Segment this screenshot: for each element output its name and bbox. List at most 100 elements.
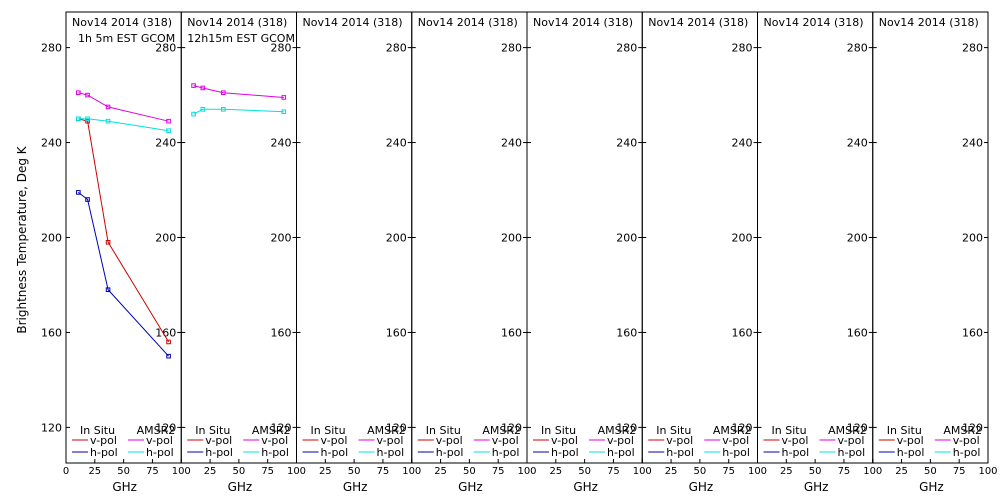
legend-header-amsr2: AMSR2 <box>713 424 752 437</box>
y-tick-label: 120 <box>616 421 637 434</box>
x-axis-label: GHz <box>228 480 253 494</box>
x-axis-label: GHz <box>458 480 483 494</box>
legend-label-insitu-vpol: v-pol <box>666 434 693 447</box>
legend-header-insitu: In Situ <box>772 424 807 437</box>
x-tick-label: 75 <box>838 466 851 477</box>
y-tick-label: 120 <box>271 421 292 434</box>
x-tick-label: 100 <box>172 466 191 477</box>
legend-label-amsr2-vpol: v-pol <box>722 434 749 447</box>
y-tick-label: 120 <box>732 421 753 434</box>
legend-label-amsr2-hpol: h-pol <box>377 446 405 459</box>
legend-label-amsr2-vpol: v-pol <box>607 434 634 447</box>
panel-title: Nov14 2014 (318) <box>303 16 403 29</box>
panel-subtitle: 1h 5m EST GCOM <box>78 32 175 45</box>
data-point <box>166 339 171 345</box>
legend-header-insitu: In Situ <box>426 424 461 437</box>
x-tick-label: 25 <box>549 466 562 477</box>
x-axis-label: GHz <box>573 480 598 494</box>
x-tick-label: 0 <box>63 466 69 477</box>
y-tick-label: 280 <box>616 42 637 55</box>
panel-title: Nov14 2014 (318) <box>533 16 633 29</box>
y-tick-label: 200 <box>271 232 292 245</box>
legend-label-amsr2-vpol: v-pol <box>146 434 173 447</box>
data-point <box>85 116 90 122</box>
y-tick-label: 240 <box>962 137 983 150</box>
legend-label-insitu-hpol: h-pol <box>551 446 579 459</box>
y-tick-label: 240 <box>501 137 522 150</box>
y-tick-label: 120 <box>155 421 176 434</box>
legend-label-amsr2-vpol: v-pol <box>492 434 519 447</box>
x-tick-label: 50 <box>694 466 707 477</box>
x-tick-label: 25 <box>204 466 217 477</box>
x-tick-label: 100 <box>633 466 652 477</box>
y-tick-label: 240 <box>616 137 637 150</box>
x-tick-label: 50 <box>924 466 937 477</box>
panel-title: Nov14 2014 (318) <box>879 16 979 29</box>
x-tick-label: 50 <box>463 466 476 477</box>
legend-label-insitu-hpol: h-pol <box>205 446 233 459</box>
legend-header-insitu: In Situ <box>311 424 346 437</box>
legend-label-insitu-vpol: v-pol <box>321 434 348 447</box>
legend-label-amsr2-vpol: v-pol <box>838 434 865 447</box>
x-tick-label: 75 <box>607 466 620 477</box>
legend-header-amsr2: AMSR2 <box>137 424 176 437</box>
x-tick-label: 75 <box>261 466 274 477</box>
data-point <box>191 111 196 117</box>
y-tick-label: 160 <box>962 326 983 339</box>
panel-title: Nov14 2014 (318) <box>72 16 172 29</box>
y-tick-label: 160 <box>501 326 522 339</box>
legend-label-insitu-vpol: v-pol <box>897 434 924 447</box>
legend-label-insitu-hpol: h-pol <box>782 446 810 459</box>
legend-label-insitu-hpol: h-pol <box>90 446 118 459</box>
legend-label-amsr2-hpol: h-pol <box>261 446 289 459</box>
x-tick-label: 100 <box>287 466 306 477</box>
y-tick-label: 120 <box>41 421 62 434</box>
y-tick-label: 280 <box>155 42 176 55</box>
legend-label-insitu-hpol: h-pol <box>897 446 925 459</box>
legend-label-insitu-hpol: h-pol <box>321 446 349 459</box>
y-tick-label: 160 <box>386 326 407 339</box>
series-line <box>78 118 169 132</box>
legend-header-amsr2: AMSR2 <box>482 424 521 437</box>
y-tick-label: 200 <box>386 232 407 245</box>
data-point <box>85 197 90 202</box>
series-line <box>77 192 169 357</box>
y-axis-label: Brightness Temperature, Deg K <box>15 145 29 333</box>
legend-label-amsr2-hpol: h-pol <box>146 446 174 459</box>
y-tick-label: 120 <box>847 421 868 434</box>
x-axis-label: GHz <box>689 480 714 494</box>
legend-header-amsr2: AMSR2 <box>367 424 406 437</box>
x-tick-label: 50 <box>578 466 591 477</box>
y-tick-label: 240 <box>386 137 407 150</box>
series-line <box>78 118 170 343</box>
y-tick-label: 160 <box>847 326 868 339</box>
x-tick-label: 75 <box>146 466 159 477</box>
x-tick-label: 50 <box>233 466 246 477</box>
y-tick-label: 160 <box>271 326 292 339</box>
data-point <box>200 107 206 112</box>
legend-header-insitu: In Situ <box>887 424 922 437</box>
legend-label-amsr2-vpol: v-pol <box>261 434 288 447</box>
y-tick-label: 200 <box>501 232 522 245</box>
legend-label-insitu-vpol: v-pol <box>205 434 232 447</box>
panel-title: Nov14 2014 (318) <box>764 16 864 29</box>
x-tick-label: 75 <box>953 466 966 477</box>
data-point <box>166 118 171 124</box>
legend-label-amsr2-hpol: h-pol <box>722 446 750 459</box>
legend-header-amsr2: AMSR2 <box>252 424 291 437</box>
data-point <box>85 118 90 124</box>
y-tick-label: 200 <box>616 232 637 245</box>
panel-subtitle: 12h15m EST GCOM <box>187 32 295 45</box>
y-tick-label: 160 <box>155 326 176 339</box>
data-point <box>105 239 111 245</box>
y-tick-label: 240 <box>41 137 62 150</box>
legend-header-insitu: In Situ <box>80 424 115 437</box>
x-tick-label: 75 <box>377 466 390 477</box>
data-point <box>166 353 171 359</box>
x-tick-label: 25 <box>88 466 101 477</box>
y-tick-label: 160 <box>41 326 62 339</box>
x-axis-label: GHz <box>804 480 829 494</box>
y-tick-label: 240 <box>271 137 292 150</box>
y-tick-label: 280 <box>41 42 62 55</box>
